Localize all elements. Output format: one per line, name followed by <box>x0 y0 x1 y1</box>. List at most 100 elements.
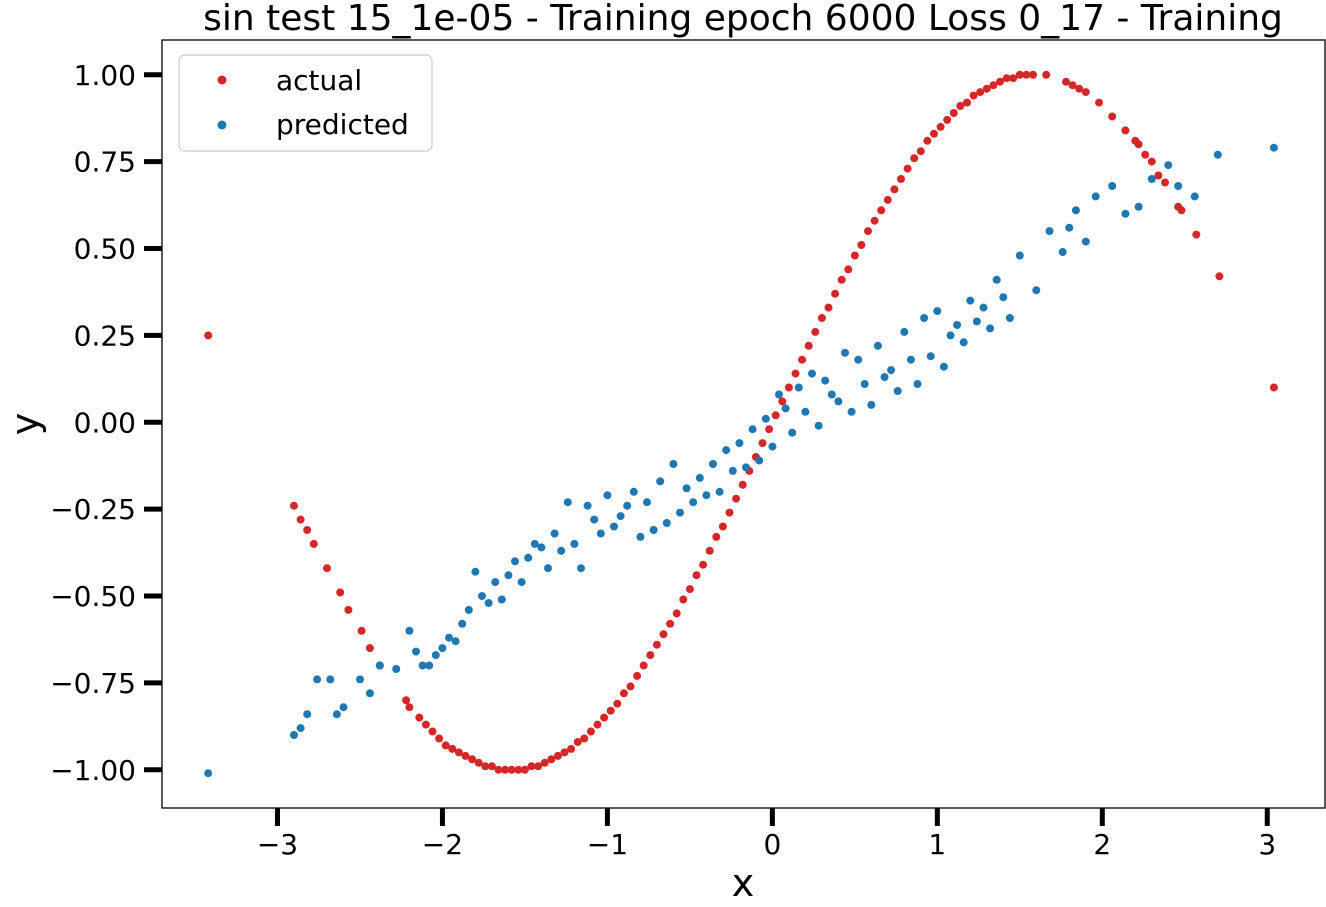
point-predicted-21 <box>464 605 473 614</box>
point-actual-119 <box>1154 171 1163 180</box>
point-predicted-64 <box>748 425 757 434</box>
point-actual-116 <box>1134 140 1143 149</box>
point-actual-13 <box>415 713 424 722</box>
point-actual-83 <box>877 206 886 215</box>
point-predicted-56 <box>695 473 704 482</box>
point-predicted-71 <box>794 383 803 392</box>
point-predicted-84 <box>880 373 889 382</box>
point-predicted-34 <box>550 529 559 538</box>
point-actual-51 <box>666 619 675 628</box>
point-actual-33 <box>547 755 556 764</box>
point-actual-45 <box>626 682 635 691</box>
point-actual-59 <box>718 522 727 531</box>
point-actual-58 <box>712 532 721 541</box>
point-predicted-22 <box>471 567 480 576</box>
point-predicted-0 <box>204 769 213 778</box>
point-actual-99 <box>982 84 991 93</box>
point-predicted-107 <box>1058 248 1067 256</box>
point-actual-76 <box>831 289 840 298</box>
point-actual-94 <box>949 109 958 117</box>
point-actual-52 <box>672 609 681 618</box>
point-predicted-47 <box>636 532 645 541</box>
point-predicted-54 <box>682 484 691 493</box>
point-actual-18 <box>448 744 457 753</box>
point-predicted-46 <box>629 487 638 496</box>
point-actual-32 <box>540 758 549 767</box>
point-actual-110 <box>1075 84 1084 93</box>
point-actual-73 <box>811 327 820 336</box>
series-actual <box>204 70 1278 774</box>
point-actual-22 <box>474 758 483 767</box>
point-predicted-89 <box>913 380 922 388</box>
point-predicted-48 <box>643 498 651 507</box>
point-predicted-75 <box>821 376 830 385</box>
point-predicted-36 <box>563 498 572 507</box>
point-predicted-96 <box>959 338 968 347</box>
point-predicted-23 <box>478 592 486 600</box>
point-predicted-118 <box>1190 192 1199 201</box>
point-actual-67 <box>771 411 780 420</box>
point-predicted-74 <box>814 421 823 430</box>
point-predicted-79 <box>847 407 856 416</box>
point-actual-7 <box>344 605 353 614</box>
point-actual-125 <box>1269 383 1278 392</box>
point-predicted-28 <box>511 557 519 566</box>
point-actual-113 <box>1108 112 1117 121</box>
point-predicted-80 <box>854 355 863 364</box>
point-actual-43 <box>613 699 622 708</box>
point-actual-101 <box>996 77 1004 86</box>
plot-area-frame <box>161 39 1326 809</box>
point-predicted-85 <box>887 366 896 375</box>
point-actual-48 <box>646 651 655 660</box>
point-predicted-87 <box>900 327 909 336</box>
point-predicted-113 <box>1121 209 1130 218</box>
point-predicted-14 <box>418 661 427 670</box>
point-predicted-7 <box>339 703 348 712</box>
point-predicted-52 <box>669 460 678 468</box>
point-actual-19 <box>454 748 463 757</box>
point-actual-78 <box>844 265 853 274</box>
point-predicted-105 <box>1032 286 1041 295</box>
point-predicted-50 <box>656 477 665 486</box>
point-predicted-57 <box>702 491 711 500</box>
point-actual-41 <box>600 713 609 722</box>
point-predicted-30 <box>524 553 533 562</box>
point-predicted-41 <box>596 529 605 538</box>
point-predicted-53 <box>676 508 684 517</box>
point-actual-46 <box>633 671 642 680</box>
point-actual-31 <box>534 762 543 771</box>
point-predicted-111 <box>1091 192 1100 201</box>
y-tick-label: −0.75 <box>50 667 136 700</box>
point-predicted-44 <box>616 512 625 521</box>
point-predicted-13 <box>412 647 420 656</box>
y-tick-label: −1.00 <box>50 754 136 787</box>
point-predicted-69 <box>781 404 790 413</box>
point-predicted-102 <box>999 293 1008 302</box>
point-actual-17 <box>441 741 450 750</box>
point-predicted-6 <box>332 710 341 719</box>
point-predicted-76 <box>827 390 836 399</box>
point-predicted-90 <box>920 314 929 322</box>
point-predicted-95 <box>953 321 962 329</box>
point-actual-81 <box>864 227 872 236</box>
point-actual-97 <box>969 91 978 100</box>
y-axis-ticks: −1.00 −0.75 −0.50 −0.25 0.00 0.25 0.50 0.75 1.00 <box>50 59 162 787</box>
point-actual-57 <box>705 546 714 555</box>
point-predicted-73 <box>808 369 816 378</box>
x-tick-label: −2 <box>422 828 463 861</box>
point-predicted-101 <box>992 275 1001 284</box>
point-actual-68 <box>778 397 787 406</box>
point-actual-24 <box>487 762 496 771</box>
point-predicted-103 <box>1005 314 1014 322</box>
point-actual-35 <box>560 748 569 757</box>
y-axis-label: y <box>3 413 47 436</box>
y-tick-label: −0.25 <box>50 493 136 526</box>
point-predicted-2 <box>296 724 305 733</box>
point-actual-40 <box>593 720 602 729</box>
point-actual-34 <box>553 751 562 760</box>
point-actual-92 <box>936 122 945 131</box>
point-predicted-63 <box>742 463 750 472</box>
point-predicted-91 <box>926 352 935 361</box>
point-predicted-38 <box>577 564 585 573</box>
